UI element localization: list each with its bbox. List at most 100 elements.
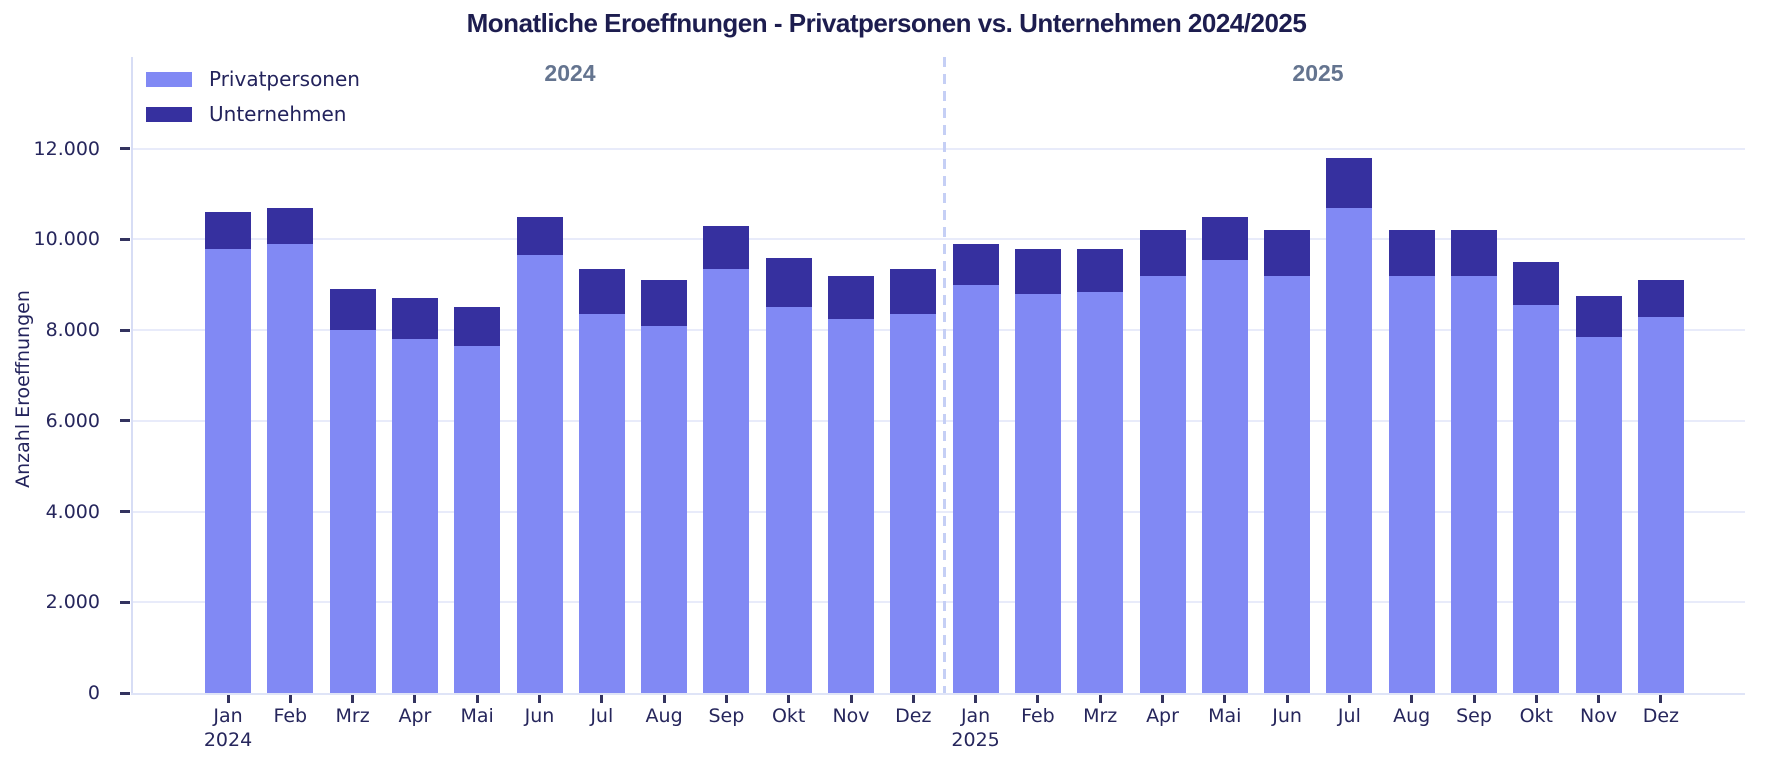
x-tick-label-mai-2025: Mai	[1208, 705, 1242, 727]
bar-segment-unternehmen	[516, 216, 563, 256]
x-tick-mark-feb-2025	[1036, 695, 1040, 703]
bar-segment-privatpersonen	[1575, 336, 1622, 693]
bar-segment-unternehmen	[828, 275, 874, 319]
x-tick-label-mai-2024: Mai	[460, 705, 494, 727]
bar-segment-unternehmen	[454, 307, 501, 347]
bar-apr-2025	[1139, 230, 1186, 693]
x-tick-label-jul-2025: Jul	[1337, 705, 1361, 727]
y-tick-mark-8000	[120, 328, 130, 332]
x-tick-year-label-2025: 2025	[951, 729, 1000, 751]
x-tick-mark-okt-2024	[787, 695, 791, 703]
x-tick-label-mrz-2025: Mrz	[1083, 705, 1118, 727]
plot-area: 0 2.000 4.000 6.000 8.000 10.000 12.000 Jan 2024…	[34, 57, 1745, 751]
bar-segment-unternehmen	[1014, 248, 1061, 294]
bar-segment-privatpersonen	[1513, 305, 1560, 693]
bar-segment-privatpersonen	[1077, 291, 1124, 693]
bar-dez-2025	[1637, 280, 1684, 693]
bar-segment-unternehmen	[391, 298, 438, 340]
bar-segment-unternehmen	[890, 268, 937, 315]
bar-segment-privatpersonen	[1139, 275, 1186, 693]
y-tick-mark-12000	[120, 147, 130, 151]
x-tick-label-jul-2024: Jul	[590, 705, 614, 727]
x-tick-label-dez-2025: Dez	[1642, 705, 1680, 727]
bar-segment-privatpersonen	[1451, 275, 1497, 693]
y-tick-mark-6000	[120, 419, 130, 423]
y-axis-spine	[131, 57, 133, 693]
bar-segment-unternehmen	[1575, 296, 1622, 337]
x-tick-label-okt-2025: Okt	[1519, 705, 1553, 727]
x-tick-mark-nov-2024	[849, 695, 853, 703]
bar-segment-privatpersonen	[1264, 275, 1311, 693]
gridline-12000	[133, 147, 1745, 150]
x-tick-label-jun-2024: Jun	[524, 705, 555, 727]
bar-segment-unternehmen	[1637, 280, 1684, 317]
bar-segment-unternehmen	[1326, 157, 1373, 208]
bar-feb-2024	[267, 207, 314, 693]
x-tick-label-dez-2024: Dez	[895, 705, 932, 727]
x-axis-spine	[131, 693, 1745, 695]
bar-mai-2024	[454, 307, 501, 693]
legend-label-unternehmen: Unternehmen	[209, 102, 347, 126]
bar-segment-privatpersonen	[641, 325, 688, 693]
bar-nov-2025	[1575, 296, 1622, 693]
x-tick-mark-okt-2025	[1534, 695, 1538, 703]
x-tick-mark-mrz-2024	[351, 695, 355, 703]
bar-nov-2024	[828, 275, 874, 693]
bar-segment-unternehmen	[952, 243, 999, 285]
legend-item-privatpersonen: Privatpersonen	[146, 67, 360, 91]
y-tick-label-8000: 8.000	[45, 319, 100, 342]
x-tick-label-jan-2024: Jan	[213, 705, 243, 727]
bar-segment-unternehmen	[1513, 262, 1560, 306]
bar-segment-unternehmen	[765, 257, 812, 308]
bar-segment-privatpersonen	[205, 248, 251, 693]
bar-segment-privatpersonen	[765, 307, 812, 693]
x-tick-mark-mai-2024	[475, 695, 479, 703]
bar-segment-privatpersonen	[1637, 316, 1684, 693]
x-tick-mark-mai-2025	[1223, 695, 1227, 703]
bar-segment-unternehmen	[1201, 216, 1248, 260]
legend-label-privatpersonen: Privatpersonen	[209, 67, 360, 91]
gridline-4000	[133, 510, 1745, 513]
legend-item-unternehmen: Unternehmen	[146, 102, 360, 126]
bar-segment-privatpersonen	[454, 346, 501, 693]
x-tick-label-aug-2024: Aug	[645, 705, 683, 727]
year-annotation-2024: 2024	[544, 60, 596, 86]
bar-segment-privatpersonen	[703, 268, 750, 693]
x-tick-mark-apr-2025	[1161, 695, 1164, 703]
bar-segment-unternehmen	[1077, 248, 1124, 292]
bar-segment-unternehmen	[578, 268, 625, 315]
bar-segment-privatpersonen	[1326, 207, 1373, 693]
y-tick-mark-4000	[120, 510, 130, 514]
bar-segment-privatpersonen	[267, 243, 314, 693]
bar-segment-privatpersonen	[578, 314, 625, 693]
y-tick-label-10000: 10.000	[33, 228, 100, 251]
bar-segment-unternehmen	[329, 289, 376, 331]
x-tick-label-mrz-2024: Mrz	[335, 705, 370, 727]
bar-jun-2025	[1264, 230, 1311, 693]
bar-mai-2025	[1201, 216, 1248, 693]
bar-segment-unternehmen	[267, 207, 314, 244]
x-tick-mark-jun-2025	[1285, 695, 1289, 703]
x-tick-mark-aug-2025	[1410, 695, 1414, 703]
x-tick-mark-jan-2024	[226, 695, 230, 703]
x-tick-mark-apr-2024	[413, 695, 417, 703]
bar-segment-privatpersonen	[329, 330, 376, 693]
y-tick-mark-0	[120, 691, 130, 695]
y-tick-label-2000: 2.000	[45, 591, 100, 614]
bar-segment-unternehmen	[205, 212, 251, 249]
bar-segment-unternehmen	[1264, 230, 1311, 276]
bar-okt-2024	[765, 257, 812, 693]
x-tick-mark-mrz-2025	[1098, 695, 1102, 703]
x-tick-label-jun-2025: Jun	[1272, 705, 1302, 727]
x-tick-label-nov-2025: Nov	[1580, 705, 1618, 727]
bar-segment-unternehmen	[1451, 230, 1497, 276]
x-tick-mark-jun-2024	[538, 695, 541, 703]
x-tick-label-feb-2024: Feb	[273, 705, 308, 727]
gridline-10000	[133, 238, 1745, 241]
bar-mrz-2025	[1077, 248, 1124, 693]
x-tick-label-apr-2024: Apr	[398, 705, 432, 727]
x-tick-label-aug-2025: Aug	[1393, 705, 1431, 727]
x-tick-mark-jul-2025	[1347, 695, 1351, 703]
x-tick-label-okt-2024: Okt	[771, 705, 806, 727]
